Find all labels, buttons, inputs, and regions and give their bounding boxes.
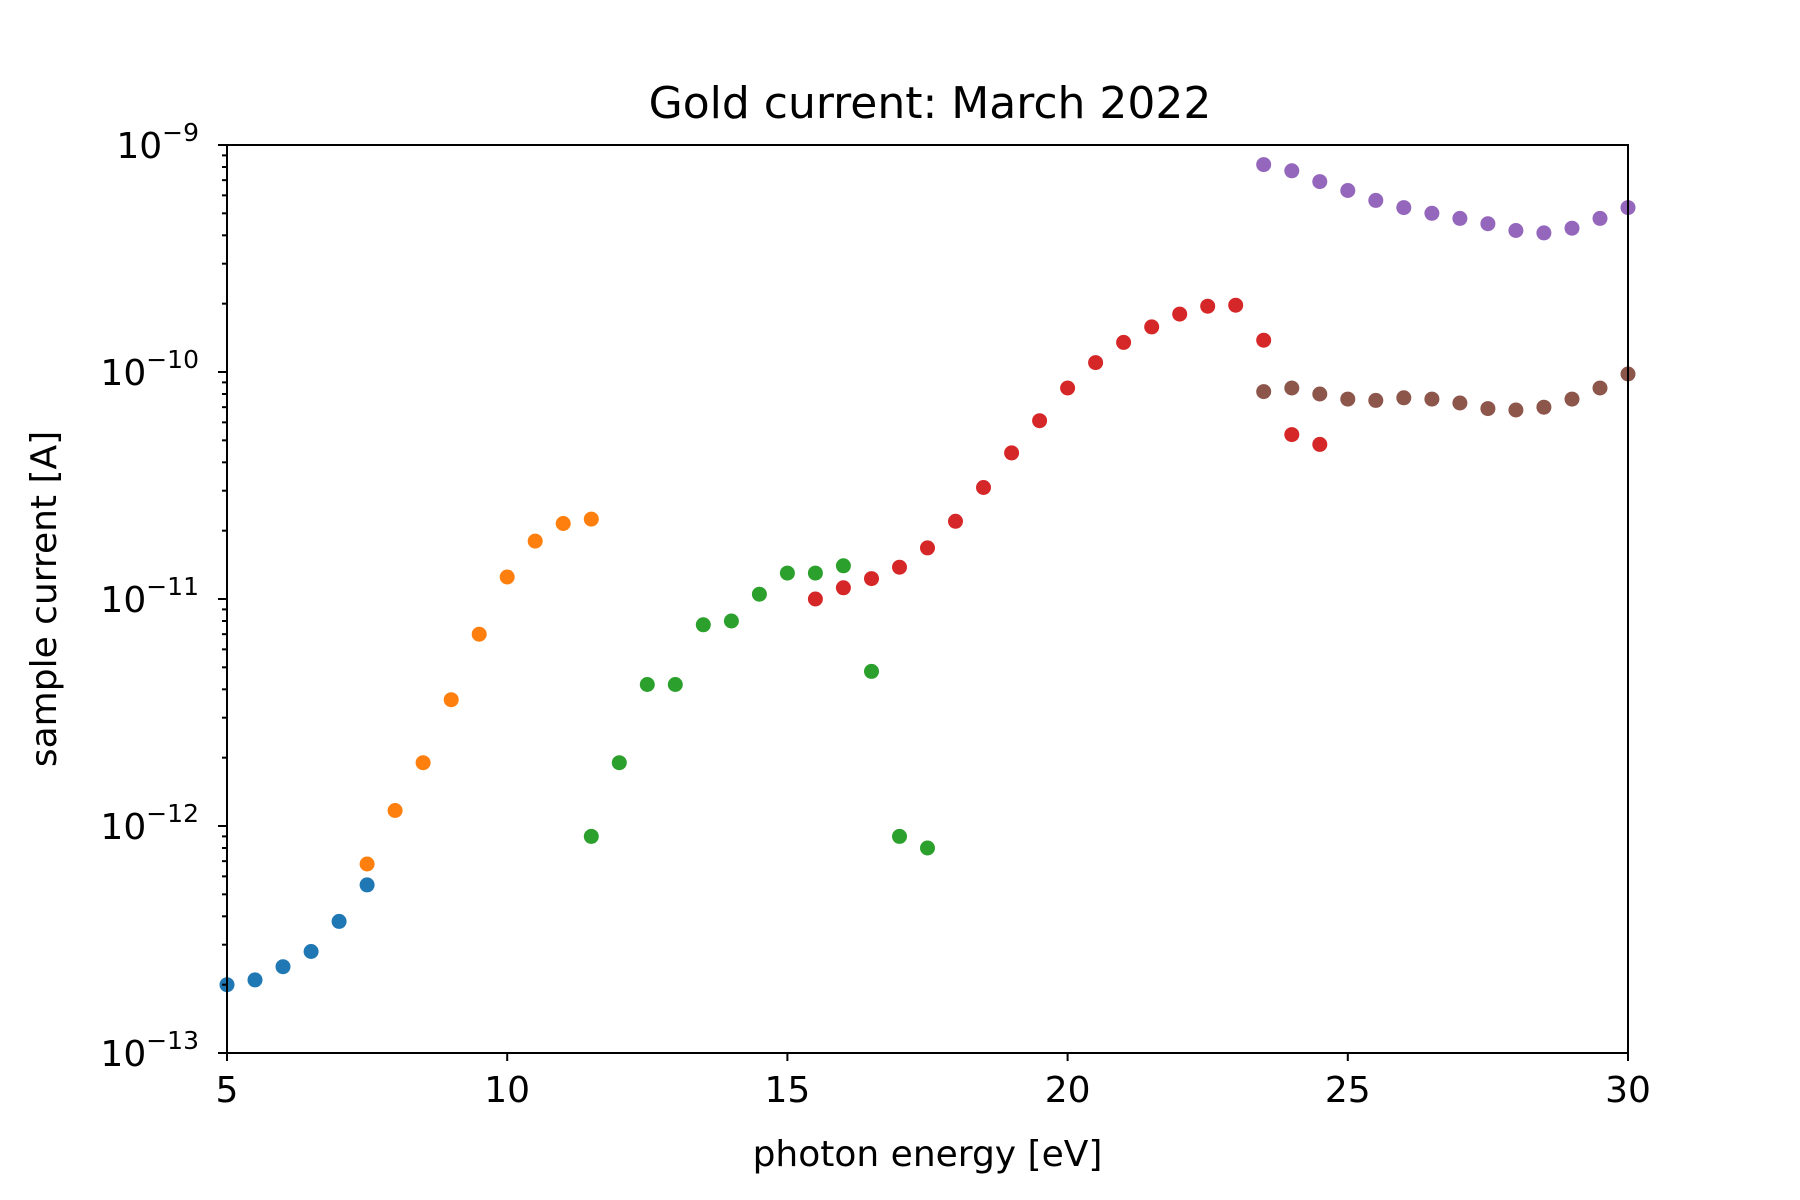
- data-point-s5-8: [1480, 401, 1496, 417]
- y-tick-label-3: 10−10: [100, 345, 199, 394]
- data-point-s2-8: [807, 565, 823, 581]
- data-point-s1-7: [555, 516, 571, 531]
- data-point-s0-4: [331, 913, 347, 929]
- data-point-s3-10: [1088, 355, 1104, 371]
- data-point-s1-1: [387, 803, 403, 818]
- data-point-s0-2: [275, 959, 291, 975]
- x-tick-label-3: 20: [1045, 1070, 1091, 1111]
- y-tick-label-2: 10−11: [100, 572, 199, 621]
- data-point-s3-5: [948, 513, 963, 529]
- data-point-s5-3: [1340, 391, 1356, 407]
- data-point-s1-0: [359, 856, 375, 872]
- data-point-s4-5: [1396, 200, 1412, 216]
- data-point-s2-6: [751, 586, 767, 602]
- data-point-s0-5: [359, 877, 375, 893]
- data-point-s0-3: [303, 944, 319, 959]
- data-point-s5-9: [1508, 402, 1524, 418]
- data-point-s4-7: [1452, 210, 1468, 226]
- x-tick-label-2: 15: [764, 1070, 810, 1111]
- data-point-s2-7: [779, 565, 795, 581]
- data-point-s3-0: [807, 591, 823, 607]
- data-point-s4-2: [1312, 174, 1328, 190]
- data-point-s2-10: [864, 663, 879, 679]
- data-point-s2-4: [695, 617, 711, 633]
- data-point-s5-1: [1284, 380, 1300, 396]
- data-point-s4-12: [1592, 210, 1608, 226]
- data-point-s4-8: [1480, 216, 1496, 232]
- data-point-s4-4: [1368, 192, 1384, 208]
- data-point-s4-10: [1536, 225, 1552, 241]
- x-tick-label-1: 10: [484, 1070, 530, 1111]
- data-point-s2-0: [583, 828, 599, 844]
- data-point-s4-11: [1564, 220, 1580, 236]
- plot-frame: [226, 144, 1629, 1054]
- data-point-s3-15: [1228, 297, 1244, 313]
- data-point-s5-6: [1424, 391, 1440, 407]
- data-point-s3-11: [1116, 334, 1132, 350]
- data-point-s3-14: [1200, 298, 1216, 314]
- data-point-s5-4: [1368, 392, 1384, 408]
- data-point-s2-1: [611, 755, 627, 771]
- data-point-s2-12: [920, 840, 935, 856]
- data-point-s2-9: [835, 558, 851, 574]
- data-point-s3-6: [976, 480, 991, 495]
- data-point-s1-2: [415, 755, 431, 771]
- data-point-s1-4: [471, 626, 487, 642]
- data-point-s4-6: [1424, 205, 1440, 221]
- data-point-s2-3: [667, 677, 683, 692]
- data-point-s5-2: [1312, 386, 1328, 402]
- x-tick-label-5: 30: [1605, 1070, 1651, 1111]
- data-point-s5-7: [1452, 395, 1468, 411]
- data-point-s3-17: [1284, 427, 1300, 443]
- data-point-s2-5: [723, 613, 739, 629]
- data-point-s3-12: [1144, 319, 1160, 335]
- data-point-s1-6: [527, 533, 543, 549]
- data-point-s4-9: [1508, 223, 1524, 238]
- data-point-s2-11: [892, 828, 907, 844]
- data-point-s1-8: [583, 511, 599, 527]
- data-point-s3-2: [864, 571, 879, 587]
- y-tick-label-0: 10−13: [100, 1026, 199, 1075]
- x-tick-label-4: 25: [1325, 1070, 1371, 1111]
- data-point-s5-5: [1396, 390, 1412, 406]
- data-point-s3-9: [1060, 380, 1076, 396]
- data-point-s5-12: [1592, 380, 1608, 396]
- data-point-s3-18: [1312, 436, 1328, 452]
- data-point-s4-3: [1340, 183, 1356, 198]
- chart-title: Gold current: March 2022: [649, 78, 1212, 129]
- data-point-s3-16: [1256, 332, 1272, 348]
- x-axis-label: photon energy [eV]: [753, 1134, 1103, 1175]
- data-point-s0-1: [247, 972, 263, 988]
- data-point-s3-8: [1032, 413, 1048, 429]
- data-point-s5-0: [1256, 384, 1272, 400]
- data-point-s3-3: [892, 559, 907, 575]
- y-tick-label-4: 10−9: [116, 118, 199, 167]
- plot-points: [219, 157, 1636, 993]
- data-point-s3-13: [1172, 306, 1188, 322]
- data-point-s5-11: [1564, 391, 1580, 407]
- data-point-s1-5: [499, 569, 515, 585]
- x-tick-label-0: 5: [216, 1070, 239, 1111]
- data-point-s5-10: [1536, 399, 1552, 415]
- data-point-s4-1: [1284, 163, 1300, 179]
- data-point-s3-1: [835, 580, 851, 596]
- data-point-s1-3: [443, 692, 459, 708]
- axis-ticks: 5 10 15 20 25 30 10−13 10−12 10−11 10−10 10−9: [100, 118, 1650, 1111]
- y-tick-label-1: 10−12: [100, 799, 199, 848]
- data-point-s3-4: [920, 540, 935, 556]
- data-point-s2-2: [639, 677, 655, 692]
- data-point-s3-7: [1004, 445, 1020, 461]
- y-axis-label: sample current [A]: [24, 431, 65, 767]
- data-point-s4-0: [1256, 157, 1272, 173]
